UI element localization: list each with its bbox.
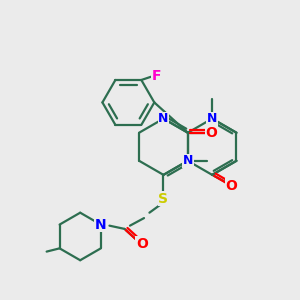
Text: O: O <box>206 126 218 140</box>
Text: N: N <box>183 154 193 167</box>
Text: F: F <box>152 69 161 83</box>
Text: O: O <box>136 237 148 251</box>
Text: O: O <box>226 179 238 193</box>
Text: N: N <box>207 112 217 125</box>
Text: N: N <box>158 112 169 125</box>
Text: S: S <box>158 192 169 206</box>
Text: N: N <box>183 154 193 167</box>
Text: N: N <box>95 218 106 232</box>
